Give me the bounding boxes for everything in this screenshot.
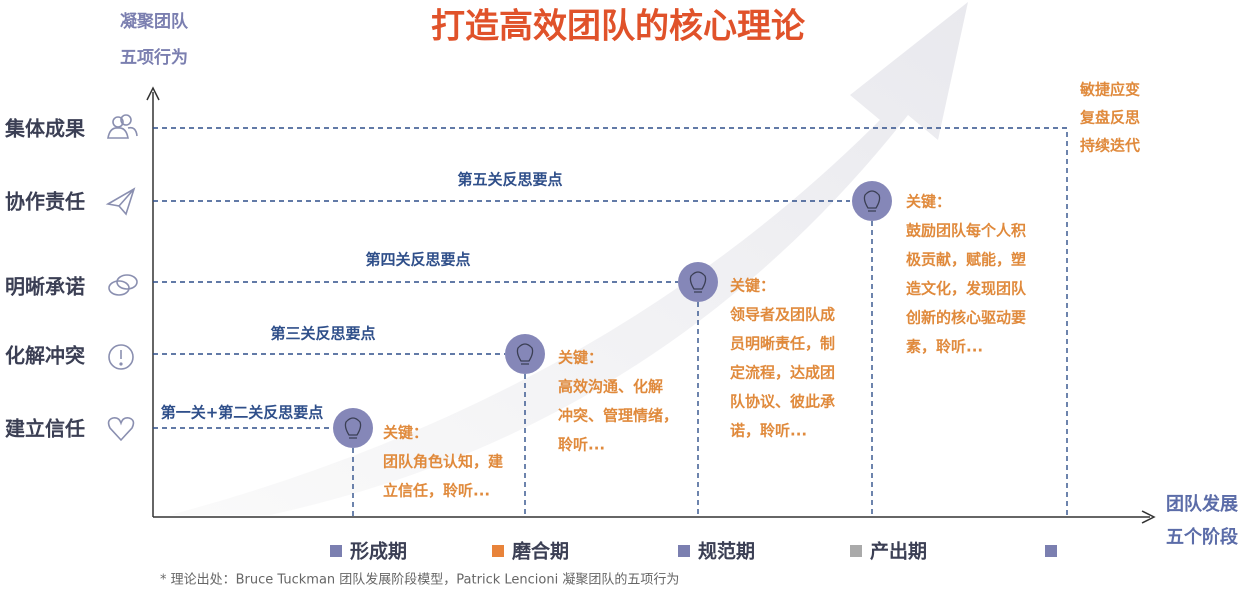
final-note: 持续迭代	[1080, 137, 1140, 155]
behavior-label: 化解冲突	[5, 344, 85, 368]
icons	[105, 114, 138, 442]
stage-line: 高效沟通、化解	[558, 378, 663, 396]
stage-line: 领导者及团队成	[729, 306, 835, 324]
stage-line: 素，聆听...	[906, 338, 983, 356]
behavior-label: 协作责任	[5, 190, 85, 214]
legend-label: 磨合期	[511, 540, 569, 563]
stage-key: 关键：	[730, 277, 775, 295]
stage-line: 鼓励团队每个人积	[906, 222, 1026, 240]
bulb	[333, 408, 373, 448]
legend-swatch	[850, 545, 862, 557]
behavior-label: 明晰承诺	[5, 275, 85, 299]
legend-swatch	[678, 545, 690, 557]
stage-line: 聆听...	[558, 436, 605, 454]
reflection-label: 第四关反思要点	[365, 251, 470, 269]
bulb	[678, 262, 718, 302]
stage-line: 极贡献，赋能，塑	[906, 251, 1026, 269]
legend-label: 形成期	[350, 540, 407, 563]
legend-swatch	[330, 545, 342, 557]
dashed-guides	[153, 127, 1068, 517]
stage-line: 诺，聆听...	[730, 422, 807, 440]
x-axis-label: 五个阶段	[1166, 526, 1239, 548]
stage-line: 冲突、管理情绪，	[558, 407, 678, 425]
y-arrow	[146, 86, 160, 101]
stage-line: 造文化，发现团队	[906, 280, 1027, 298]
bulb-icon	[516, 343, 534, 365]
x-axis-label: 团队发展	[1166, 493, 1239, 515]
stage-line: 创新的核心驱动要	[905, 309, 1026, 327]
final-note: 敏捷应变	[1079, 81, 1140, 99]
bulb-icon	[863, 190, 881, 212]
stage-line: 队协议、彼此承	[730, 393, 835, 411]
stage-line: 立信任，聆听...	[383, 482, 490, 500]
stage-key: 关键：	[383, 424, 428, 442]
stage-key: 关键：	[906, 193, 951, 211]
final-note: 复盘反思	[1079, 109, 1140, 127]
bulb	[852, 181, 892, 221]
bulb-icon	[689, 271, 707, 293]
y-axis-label: 凝聚团队	[120, 11, 189, 32]
stage-line: 员明晰责任，制	[730, 335, 835, 353]
behavior-label: 集体成果	[4, 117, 85, 141]
reflection-label: 第五关反思要点	[457, 171, 562, 189]
legend-label: 规范期	[698, 540, 755, 563]
legend-swatch	[492, 545, 504, 557]
bulb	[505, 334, 545, 374]
stage-key: 关键：	[558, 349, 603, 367]
title: 打造高效团队的核心理论	[431, 7, 806, 47]
stage-line: 定流程，达成团	[730, 364, 835, 382]
footnote: * 理论出处：Bruce Tuckman 团队发展阶段模型，Patrick Le…	[160, 572, 679, 588]
x-arrow	[1141, 510, 1156, 524]
legend-label: 产出期	[870, 540, 927, 563]
reflection-label: 第一关+第二关反思要点	[161, 404, 324, 422]
y-axis-label: 五项行为	[120, 47, 188, 68]
behavior-label: 建立信任	[5, 417, 85, 441]
bulbs	[333, 181, 892, 448]
bulb-icon	[344, 417, 362, 439]
legend-swatch	[1045, 545, 1057, 557]
stage-line: 团队角色认知，建	[383, 453, 504, 471]
reflection-label: 第三关反思要点	[270, 325, 375, 343]
